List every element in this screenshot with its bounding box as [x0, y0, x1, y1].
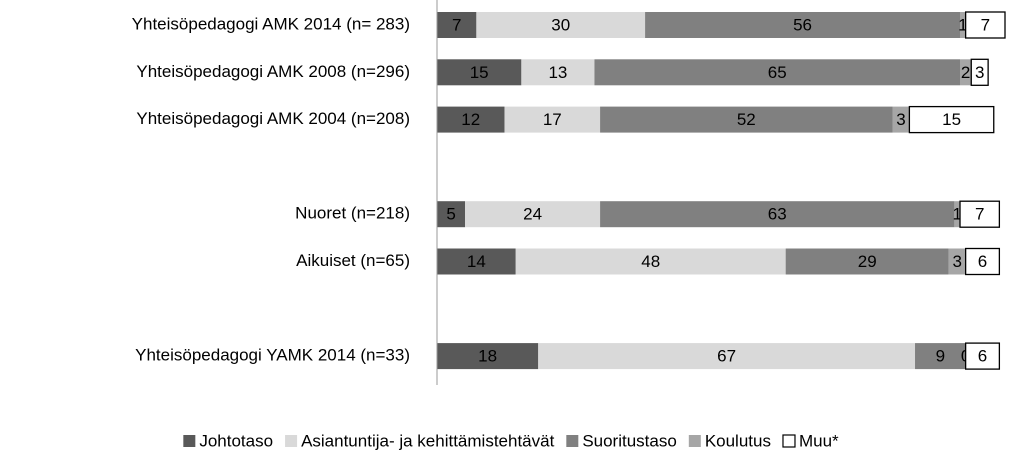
bar-segment [785, 248, 949, 275]
bar-segment [645, 12, 961, 38]
value-label: 12 [461, 110, 480, 129]
bar-segment [960, 59, 972, 86]
category-label: Yhteisöpedagogi AMK 2008 (n=296) [136, 62, 410, 81]
value-label: 24 [523, 205, 542, 224]
value-label: 9 [936, 347, 945, 366]
bar-segment [437, 106, 505, 133]
value-label: 5 [446, 205, 455, 224]
category-label: Yhteisöpedagogi AMK 2014 (n= 283) [132, 14, 410, 33]
bar-segment [594, 59, 961, 86]
legend-label: Muu* [799, 431, 839, 450]
category-label: Yhteisöpedagogi AMK 2004 (n=208) [136, 109, 410, 128]
bar-segment [521, 59, 595, 86]
bar-segment [515, 248, 786, 275]
bar-segment [908, 105, 995, 134]
legend-swatch [688, 435, 701, 447]
value-label: 7 [452, 15, 461, 34]
bar-segment [600, 106, 893, 133]
bar-segment [892, 106, 910, 133]
value-label: 65 [768, 63, 787, 82]
bar-segment [964, 342, 1001, 370]
bar-segment [959, 200, 1001, 228]
legend-swatch [566, 435, 579, 447]
legend-label: Suoritustaso [582, 431, 677, 450]
value-label: 63 [768, 205, 787, 224]
value-label: 2 [961, 63, 970, 82]
legend-swatch [782, 434, 796, 448]
value-label: 18 [478, 347, 497, 366]
bar-segment [964, 11, 1006, 39]
legend-label: Johtotaso [199, 431, 273, 450]
bar-segment [538, 343, 916, 370]
value-label: 15 [942, 110, 961, 129]
bar-segment [970, 58, 989, 86]
value-label: 14 [467, 252, 486, 271]
value-label: 6 [978, 347, 987, 366]
value-label: 29 [858, 252, 877, 271]
bar-segment [964, 247, 1001, 276]
value-label: 1 [958, 15, 967, 34]
legend-label: Asiantuntija- ja kehittämistehtävät [301, 431, 555, 450]
category-label: Nuoret (n=218) [295, 204, 410, 223]
value-label: 17 [543, 110, 562, 129]
bar-segment [600, 201, 955, 228]
value-label: 3 [896, 110, 905, 129]
bar-segment [465, 201, 601, 228]
value-label: 3 [952, 252, 961, 271]
category-label: Aikuiset (n=65) [296, 251, 410, 270]
bar-segment [960, 12, 966, 38]
bar-segment [954, 201, 961, 228]
legend-label: Koulutus [705, 431, 771, 450]
value-label: 7 [981, 15, 990, 34]
legend-swatch [285, 435, 298, 447]
legend-swatch [183, 435, 196, 447]
value-label: 67 [717, 347, 736, 366]
bar-segment [437, 248, 516, 275]
value-label: 7 [975, 205, 984, 224]
bar-segment [915, 343, 966, 370]
bar-segment [948, 248, 966, 275]
value-label: 30 [551, 15, 570, 34]
value-label: 52 [737, 110, 756, 129]
value-label: 6 [978, 252, 987, 271]
bar-segment [437, 201, 466, 228]
value-label: 15 [470, 63, 489, 82]
bar-segment [476, 12, 646, 38]
bar-segment [504, 106, 601, 133]
bar-segment [437, 12, 477, 38]
value-label: 48 [641, 252, 660, 271]
value-label: 56 [793, 15, 812, 34]
bar-segment [437, 59, 522, 86]
bar-segment [437, 343, 539, 370]
value-label: 1 [952, 205, 961, 224]
value-label: 13 [548, 63, 567, 82]
value-label: 3 [975, 63, 984, 82]
category-label: Yhteisöpedagogi YAMK 2014 (n=33) [135, 346, 410, 365]
